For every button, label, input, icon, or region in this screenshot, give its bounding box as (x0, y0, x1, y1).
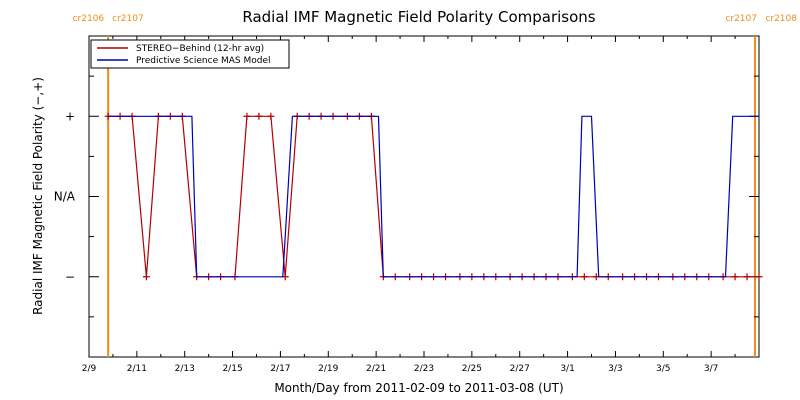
series-0-point-51 (743, 273, 751, 281)
carrington-left-label-0: cr2106 (73, 14, 105, 24)
legend: STEREO−Behind (12-hr avg) Predictive Scie… (90, 39, 290, 69)
chart-title: Radial IMF Magnetic Field Polarity Compa… (242, 8, 595, 26)
series-line-1 (108, 115, 759, 278)
carrington-lines (107, 36, 756, 357)
carrington-right-label-1: cr2108 (765, 14, 797, 24)
x-tick-label-7: 2/23 (414, 364, 434, 374)
x-tick-label-12: 3/5 (656, 364, 670, 374)
legend-label-1: Predictive Science MAS Model (136, 56, 271, 66)
x-tick-label-1: 2/11 (127, 364, 147, 374)
x-tick-label-9: 2/27 (510, 364, 530, 374)
x-tick-label-0: 2/9 (82, 364, 97, 374)
carrington-left-label-1: cr2107 (725, 14, 757, 24)
series-0-point-3 (142, 273, 150, 281)
x-tick-label-11: 3/3 (608, 364, 622, 374)
x-tick-label-13: 3/7 (704, 364, 718, 374)
x-tick-label-4: 2/17 (270, 364, 290, 374)
series-0-point-11 (243, 112, 251, 120)
series-0-point-12 (255, 112, 263, 120)
x-tick-label-8: 2/25 (462, 364, 482, 374)
y-tick-label-1: N/A (54, 190, 76, 204)
series-0-point-13 (267, 112, 275, 120)
x-axis-label: Month/Day from 2011-02-09 to 2011-03-08 … (274, 381, 563, 395)
carrington-right-label-0: cr2107 (112, 14, 144, 24)
series-0-point-52 (755, 273, 763, 281)
x-tick-label-5: 2/19 (318, 364, 338, 374)
legend-box (90, 39, 290, 69)
y-axis-ticks: + N/A − (54, 75, 759, 318)
x-tick-label-10: 3/1 (560, 364, 574, 374)
y-tick-label-0: + (65, 109, 75, 123)
series-0-point-50 (731, 273, 739, 281)
series-line-0 (108, 115, 759, 278)
x-tick-label-3: 2/15 (222, 364, 242, 374)
x-tick-label-2: 2/13 (175, 364, 195, 374)
legend-label-0: STEREO−Behind (12-hr avg) (136, 44, 264, 54)
carrington-labels: cr2106 cr2107 cr2107 cr2108 (73, 14, 798, 24)
series-0-point-38 (580, 273, 588, 281)
y-tick-label-2: − (65, 270, 75, 284)
y-axis-label: Radial IMF Magnetic Field Polarity (−,+) (31, 77, 45, 315)
x-axis-ticks: 2/9 2/11 2/13 2/15 2/17 2/19 2/21 2/23 2/25 2/27 3… (82, 36, 736, 374)
series-layer (104, 112, 763, 281)
x-tick-label-6: 2/21 (366, 364, 386, 374)
